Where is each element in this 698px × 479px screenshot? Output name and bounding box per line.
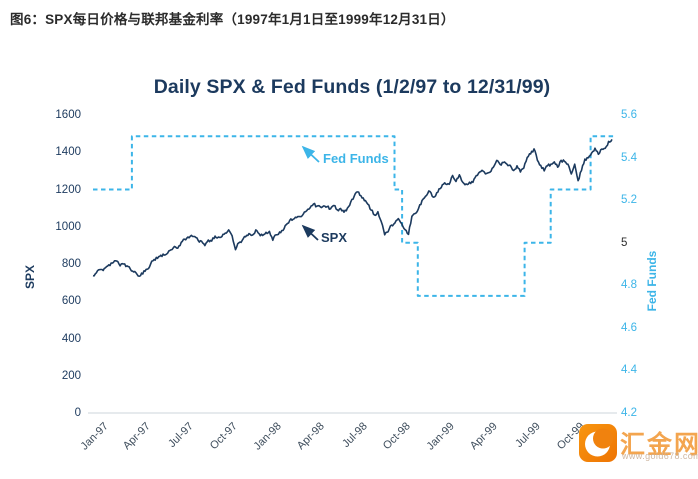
watermark-site-url: www.gold678.com <box>622 451 698 461</box>
right-tick-4.4: 4.4 <box>621 364 637 377</box>
watermark-site-name: 汇金网 <box>620 431 698 459</box>
right-tick-5.4: 5.4 <box>621 151 637 164</box>
left-tick-1200: 1200 <box>55 183 81 196</box>
left-tick-800: 800 <box>61 258 81 270</box>
figure-caption: 图6：SPX每日价格与联邦基金利率（1997年1月1日至1999年12月31日） <box>10 12 455 27</box>
right-tick-5.6: 5.6 <box>621 109 637 121</box>
huijin-crescent-logo-icon <box>579 424 617 462</box>
right-tick-4.8: 4.8 <box>621 279 637 292</box>
right-tick-4.6: 4.6 <box>621 321 637 334</box>
spx-line <box>92 138 613 277</box>
spx-annotation-label: SPX <box>321 230 348 245</box>
chart-title: Daily SPX & Fed Funds (1/2/97 to 12/31/9… <box>153 76 551 98</box>
left-tick-400: 400 <box>61 332 81 345</box>
left-tick-600: 600 <box>61 295 81 308</box>
left-axis-title: SPX <box>23 265 37 290</box>
right-axis-title: Fed Funds <box>645 250 659 312</box>
fed-funds-arrow <box>301 145 320 163</box>
spx-arrow <box>301 224 319 241</box>
left-tick-200: 200 <box>61 369 81 382</box>
watermark: 汇金网 www.gold678.com <box>579 424 698 470</box>
left-tick-1400: 1400 <box>55 146 81 159</box>
fed-funds-annotation-label: Fed Funds <box>323 151 389 166</box>
right-tick-5: 5 <box>621 236 628 249</box>
left-tick-0: 0 <box>74 407 81 419</box>
right-tick-4.2: 4.2 <box>621 407 637 419</box>
left-tick-1000: 1000 <box>55 220 81 233</box>
right-tick-5.2: 5.2 <box>621 194 637 207</box>
left-tick-1600: 1600 <box>55 109 81 121</box>
